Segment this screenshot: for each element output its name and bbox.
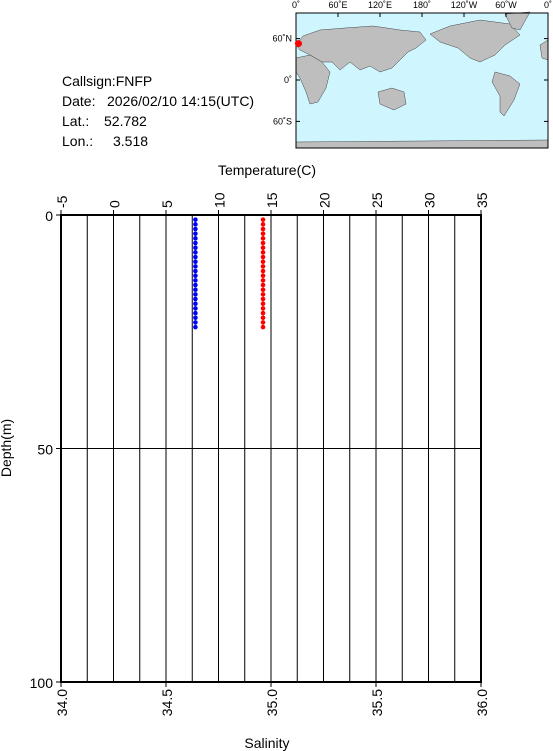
profile-point bbox=[260, 301, 266, 307]
profile-point bbox=[193, 301, 198, 307]
x2-tick-label: 35.5 bbox=[369, 689, 385, 716]
x2-tick-label: 35.0 bbox=[264, 689, 280, 716]
map-lon-label: 0˚ bbox=[544, 0, 552, 10]
profile-point bbox=[260, 250, 266, 255]
x-tick-label: 15 bbox=[264, 192, 280, 208]
map-lat-label: 0˚ bbox=[284, 75, 292, 85]
callsign: Callsign:FNFP bbox=[62, 73, 152, 89]
profile-point bbox=[193, 315, 198, 321]
profile-point bbox=[260, 217, 266, 222]
station-info: Callsign:FNFP Date: 2026/02/10 14:15(UTC… bbox=[62, 73, 254, 149]
profile-point bbox=[260, 320, 266, 325]
eurasia bbox=[295, 25, 427, 73]
profile-point bbox=[260, 292, 266, 297]
map-lon-label: 60˚E bbox=[328, 0, 347, 10]
profile-point bbox=[260, 287, 266, 293]
map-lat-label: 60˚N bbox=[272, 34, 292, 44]
profile-point bbox=[260, 278, 266, 283]
profile-point bbox=[193, 273, 198, 279]
date: 2026/02/10 14:15(UTC) bbox=[107, 93, 254, 109]
x-tick-label: -5 bbox=[54, 195, 70, 208]
profile-point bbox=[193, 320, 198, 325]
y-tick-label: 100 bbox=[30, 675, 54, 691]
profile-point bbox=[193, 296, 198, 302]
profile-point bbox=[260, 254, 266, 260]
profile-point bbox=[193, 282, 198, 288]
map-lon-label: 60˚W bbox=[495, 0, 517, 10]
profile-point bbox=[193, 245, 198, 250]
north-america bbox=[429, 19, 521, 63]
profile-point bbox=[193, 268, 198, 274]
map-lon-label: 0˚ bbox=[292, 0, 300, 10]
profile-point bbox=[260, 259, 266, 265]
x-tick-label: 5 bbox=[159, 200, 175, 208]
profile-point bbox=[193, 231, 198, 236]
map-lon-label: 120˚E bbox=[368, 0, 392, 10]
profile-point bbox=[193, 264, 198, 269]
date-label: Date: bbox=[62, 93, 95, 109]
profile-point bbox=[193, 254, 198, 260]
lat-label: Lat.: bbox=[62, 113, 89, 129]
profile-point bbox=[260, 222, 266, 227]
profile-point bbox=[260, 324, 266, 330]
profile-point bbox=[260, 296, 266, 302]
profile-point bbox=[193, 310, 198, 316]
world-map bbox=[295, 11, 549, 149]
lat: 52.782 bbox=[104, 113, 147, 129]
y-axis-title: Depth(m) bbox=[0, 419, 14, 477]
x-tick-label: 20 bbox=[317, 192, 333, 208]
map-lon-label: 180˚ bbox=[413, 0, 431, 10]
africa bbox=[295, 54, 331, 105]
profile-point bbox=[260, 315, 266, 321]
profile-point bbox=[260, 268, 266, 274]
profile-point bbox=[260, 273, 266, 279]
profile-point bbox=[260, 240, 266, 246]
profile-point bbox=[193, 236, 198, 241]
y-tick-label: 0 bbox=[45, 208, 53, 224]
x2-tick-label: 36.0 bbox=[474, 689, 490, 716]
x-tick-label: 10 bbox=[212, 192, 228, 208]
profile-point bbox=[260, 310, 266, 316]
map-lat-label: 60˚S bbox=[273, 116, 292, 126]
map-land bbox=[295, 11, 549, 149]
map-lon-label: 120˚W bbox=[451, 0, 478, 10]
profile-point bbox=[193, 250, 198, 255]
profile-point bbox=[260, 264, 266, 269]
x2-axis-title: Salinity bbox=[244, 735, 289, 751]
profile-point bbox=[260, 245, 266, 250]
profile-point bbox=[260, 282, 266, 288]
x-tick-label: 25 bbox=[369, 192, 385, 208]
profile-point bbox=[193, 287, 198, 293]
profile-point bbox=[260, 231, 266, 236]
x2-tick-label: 34.5 bbox=[159, 689, 175, 716]
profile-point bbox=[193, 217, 198, 222]
x-axis-title: Temperature(C) bbox=[218, 162, 316, 178]
profile-point bbox=[193, 259, 198, 265]
profile-point bbox=[193, 278, 198, 283]
x-tick-label: 0 bbox=[107, 200, 123, 208]
x2-tick-label: 34.0 bbox=[54, 689, 70, 716]
x-tick-label: 35 bbox=[474, 192, 490, 208]
lon-label: Lon.: bbox=[62, 133, 93, 149]
profile-point bbox=[193, 292, 198, 297]
x-tick-label: 30 bbox=[422, 192, 438, 208]
y-tick-label: 50 bbox=[37, 442, 53, 458]
lon: 3.518 bbox=[113, 133, 148, 149]
station-marker bbox=[294, 40, 302, 48]
profile-point bbox=[260, 306, 266, 311]
profile-point bbox=[193, 324, 198, 330]
profile-point bbox=[193, 240, 198, 246]
profile-point bbox=[260, 236, 266, 241]
profile-point bbox=[193, 226, 198, 232]
profile-point bbox=[193, 306, 198, 311]
australia bbox=[377, 87, 407, 111]
south-america bbox=[491, 71, 521, 117]
profile-point bbox=[193, 222, 198, 227]
profile-point bbox=[260, 226, 266, 232]
